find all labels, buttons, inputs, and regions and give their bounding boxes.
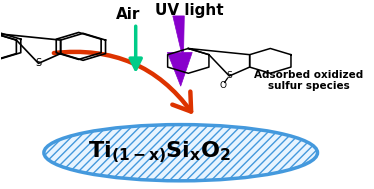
Text: Air: Air <box>116 7 141 22</box>
FancyArrowPatch shape <box>54 52 191 112</box>
Text: O: O <box>219 81 226 90</box>
Text: UV light: UV light <box>155 3 224 18</box>
Text: Adsorbed oxidized
sulfur species: Adsorbed oxidized sulfur species <box>254 70 363 91</box>
Polygon shape <box>168 16 192 86</box>
Text: S: S <box>226 71 232 81</box>
Text: $\mathbf{Ti_{(1-x)}Si_xO_2}$: $\mathbf{Ti_{(1-x)}Si_xO_2}$ <box>88 140 231 165</box>
Ellipse shape <box>44 125 318 181</box>
Text: S: S <box>36 58 42 68</box>
